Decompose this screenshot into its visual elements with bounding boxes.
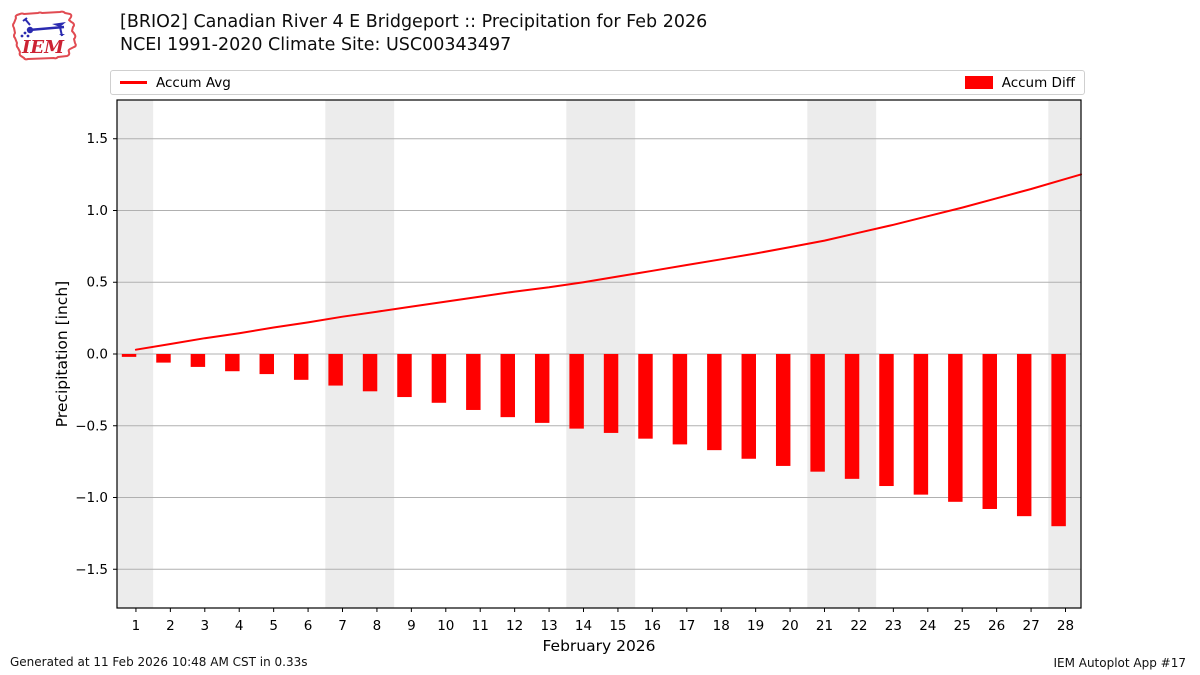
x-tick-label: 6	[304, 618, 313, 634]
accum-diff-bar	[328, 354, 343, 386]
x-tick-label: 18	[713, 618, 730, 634]
iem-logo: IEM	[12, 10, 77, 61]
accum-diff-bar	[982, 354, 997, 509]
chart-subtitle: NCEI 1991-2020 Climate Site: USC00343497	[120, 35, 512, 55]
y-tick-label: 0.5	[87, 275, 108, 291]
y-tick-label: −0.5	[75, 418, 108, 434]
accum-diff-bar	[775, 354, 791, 466]
x-tick-label: 1	[132, 618, 141, 634]
x-tick-label: 4	[235, 618, 244, 634]
accum-diff-label: Accum Diff	[1001, 74, 1075, 91]
y-tick-label: 0.0	[87, 347, 108, 363]
accum-diff-bar	[672, 354, 688, 445]
chart-title: [BRIO2] Canadian River 4 E Bridgeport ::…	[120, 12, 708, 32]
weekend-band	[325, 100, 395, 608]
weekend-band	[807, 100, 877, 608]
accum-diff-bar	[362, 354, 378, 392]
accum-diff-bar	[810, 354, 825, 472]
generated-timestamp: Generated at 11 Feb 2026 10:48 AM CST in…	[10, 655, 308, 669]
x-tick-label: 15	[609, 618, 626, 634]
accum-diff-bar	[638, 354, 653, 439]
accum-diff-bar	[1016, 354, 1032, 517]
accum-diff-bar	[431, 354, 447, 403]
x-tick-label: 12	[506, 618, 523, 634]
x-tick-label: 27	[1022, 618, 1039, 634]
x-tick-label: 8	[373, 618, 382, 634]
x-tick-label: 26	[988, 618, 1005, 634]
y-tick-label: 1.0	[87, 203, 108, 219]
accum-diff-bar	[225, 354, 240, 372]
y-axis-label: Precipitation [inch]	[53, 280, 71, 428]
accum-diff-bar	[397, 354, 412, 398]
accum-diff-patch-swatch-icon	[964, 76, 993, 89]
x-tick-label: 28	[1057, 618, 1074, 634]
accum-diff-bar	[466, 354, 481, 410]
x-tick-label: 23	[885, 618, 902, 634]
accum-diff-bar	[121, 354, 137, 357]
x-tick-label: 10	[437, 618, 454, 634]
y-tick-label: −1.5	[75, 562, 108, 578]
x-tick-label: 11	[472, 618, 489, 634]
x-tick-label: 14	[575, 618, 592, 634]
x-tick-label: 16	[644, 618, 661, 634]
y-tick-label: −1.0	[75, 490, 108, 506]
accum-diff-bar	[293, 354, 309, 380]
x-tick-label: 20	[781, 618, 798, 634]
accum-diff-bar	[741, 354, 756, 459]
x-tick-label: 9	[407, 618, 416, 634]
accum-avg-line	[134, 173, 1082, 351]
x-tick-label: 22	[850, 618, 867, 634]
x-tick-label: 25	[954, 618, 971, 634]
weekend-band	[1048, 100, 1081, 608]
accum-diff-bar	[1051, 354, 1066, 527]
accum-diff-bar	[190, 354, 206, 367]
x-axis-label: February 2026	[542, 637, 656, 655]
legend-item-accum-avg: Accum Avg	[120, 75, 231, 91]
x-tick-label: 19	[747, 618, 764, 634]
title-block: [BRIO2] Canadian River 4 E Bridgeport ::…	[120, 11, 707, 57]
accum-avg-label: Accum Avg	[156, 74, 231, 91]
legend-item-accum-diff: Accum Diff	[964, 74, 1075, 91]
logo-iem-text: IEM	[21, 37, 65, 58]
accum-diff-bar	[156, 354, 171, 363]
x-tick-label: 5	[269, 618, 278, 634]
x-tick-label: 7	[338, 618, 347, 634]
accum-avg-line-swatch-icon	[120, 81, 147, 84]
x-tick-label: 3	[200, 618, 209, 634]
accum-diff-bar	[534, 354, 550, 423]
accum-diff-bar	[879, 354, 894, 487]
x-tick-label: 2	[166, 618, 175, 634]
accum-diff-bar	[707, 354, 722, 451]
x-tick-label: 17	[678, 618, 695, 634]
accum-diff-bar	[913, 354, 929, 495]
weekend-band	[566, 100, 636, 608]
accum-diff-bar	[948, 354, 963, 502]
x-tick-label: 24	[919, 618, 936, 634]
legend: Accum Avg Accum Diff	[110, 70, 1085, 95]
weather-vane-icon	[20, 17, 66, 38]
weekend-band	[117, 100, 154, 608]
app-credit: IEM Autoplot App #17	[1053, 656, 1186, 670]
accum-diff-bar	[569, 354, 584, 429]
y-tick-label: 1.5	[87, 131, 108, 147]
accum-diff-bar	[603, 354, 619, 433]
accum-diff-bar	[844, 354, 860, 479]
accum-diff-bar	[259, 354, 274, 375]
x-tick-label: 13	[540, 618, 557, 634]
accum-diff-bar	[500, 354, 515, 418]
plot-border	[116, 99, 1082, 609]
x-tick-label: 21	[816, 618, 833, 634]
